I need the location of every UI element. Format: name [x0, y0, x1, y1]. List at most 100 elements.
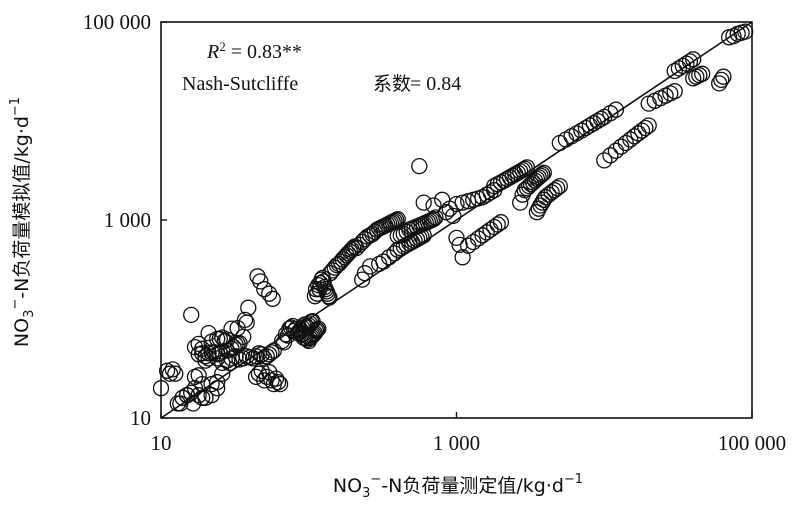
data-point	[546, 182, 563, 199]
data-point	[640, 117, 657, 134]
data-point	[492, 214, 510, 231]
y-axis-title-sub: 3	[22, 310, 37, 318]
data-point	[568, 125, 585, 142]
data-point	[666, 83, 683, 100]
data-point	[425, 197, 442, 214]
y-axis-title-exp: −1	[8, 97, 23, 116]
data-point	[244, 350, 262, 367]
data-point	[617, 134, 634, 152]
data-point	[296, 330, 313, 347]
data-point	[190, 387, 207, 404]
data-point	[451, 236, 468, 254]
data-point	[252, 273, 269, 290]
reference-line	[160, 21, 753, 419]
x-tick-label: 1 000	[433, 431, 480, 455]
data-point	[313, 271, 330, 288]
data-point	[691, 67, 708, 84]
data-point	[469, 230, 487, 247]
data-point	[264, 290, 281, 307]
x-axis-title-rest: -N负荷量测定值/kg·d	[381, 475, 564, 497]
data-point	[320, 288, 337, 305]
data-point	[448, 195, 465, 213]
data-point	[474, 227, 491, 244]
data-point	[540, 186, 557, 203]
data-point	[256, 281, 273, 298]
data-point	[267, 370, 285, 387]
x-tick-label: 100 000	[718, 431, 786, 455]
data-point	[549, 179, 566, 197]
plot-frame	[160, 21, 753, 419]
data-point	[269, 374, 287, 391]
x-axis-title-main: NO	[333, 475, 362, 497]
data-point	[307, 322, 325, 339]
data-point	[612, 138, 630, 155]
x-axis-title-sub: 3	[362, 486, 370, 501]
data-point	[183, 306, 200, 324]
nse-name: Nash-Sutcliffe	[182, 73, 298, 95]
data-point	[389, 210, 406, 228]
data-point	[725, 27, 742, 45]
data-point	[607, 101, 625, 118]
data-point	[386, 212, 403, 230]
data-point	[315, 273, 332, 290]
data-point	[685, 51, 702, 68]
r2-symbol: R	[206, 41, 219, 63]
data-point	[209, 350, 226, 367]
x-axis-title: NO3−-N负荷量测定值/kg·d−1	[333, 472, 583, 501]
y-axis-title-rest: -N负荷量模拟值/kg·d	[11, 116, 33, 299]
data-point	[543, 184, 560, 201]
data-point	[445, 207, 462, 225]
data-point	[310, 320, 327, 337]
y-tick-label: 100 000	[83, 10, 151, 34]
data-point	[535, 164, 552, 181]
nse-annotation: Nash-Sutcliffe	[182, 73, 298, 95]
data-point	[666, 62, 683, 80]
y-axis-title-sup: −	[8, 299, 23, 310]
y-axis-title: NO3−-N负荷量模拟值/kg·d−1	[8, 97, 37, 347]
tick-labels: 10 1 000 100 000 10 1 000 100 000	[83, 10, 786, 455]
data-point	[305, 326, 322, 343]
data-point	[209, 374, 226, 391]
x-tick-label: 10	[151, 431, 172, 455]
data-point	[261, 346, 278, 363]
data-point	[309, 321, 326, 338]
data-point	[694, 65, 711, 82]
data-point	[306, 324, 324, 342]
data-point	[351, 236, 368, 254]
r2-exponent: 2	[219, 39, 226, 54]
data-point	[489, 216, 506, 233]
data-point	[415, 194, 432, 211]
data-point	[715, 68, 732, 85]
data-point	[551, 177, 568, 195]
data-point	[158, 362, 176, 379]
data-point	[512, 194, 529, 211]
data-point	[236, 311, 254, 329]
data-point	[167, 365, 184, 382]
data-point	[713, 71, 730, 89]
data-point	[240, 299, 257, 316]
x-axis-title-exp: −1	[564, 472, 583, 487]
data-point	[256, 372, 273, 389]
data-point	[425, 210, 442, 228]
data-point	[448, 229, 465, 247]
data-point	[231, 335, 248, 352]
data-point	[261, 285, 278, 302]
data-point	[534, 166, 551, 183]
data-point	[190, 335, 207, 353]
data-point	[602, 147, 619, 164]
data-point	[411, 157, 428, 175]
y-axis-title-main: NO	[11, 318, 33, 347]
y-tick-label: 1 000	[104, 208, 151, 232]
data-point	[454, 194, 471, 211]
data-point	[190, 367, 207, 384]
data-point	[271, 375, 289, 393]
data-point	[532, 167, 549, 184]
data-point	[637, 119, 654, 137]
data-point	[607, 142, 625, 159]
data-point	[387, 211, 405, 229]
data-point	[596, 152, 613, 169]
data-point	[460, 237, 477, 254]
data-point	[164, 361, 181, 378]
data-point	[530, 169, 547, 186]
